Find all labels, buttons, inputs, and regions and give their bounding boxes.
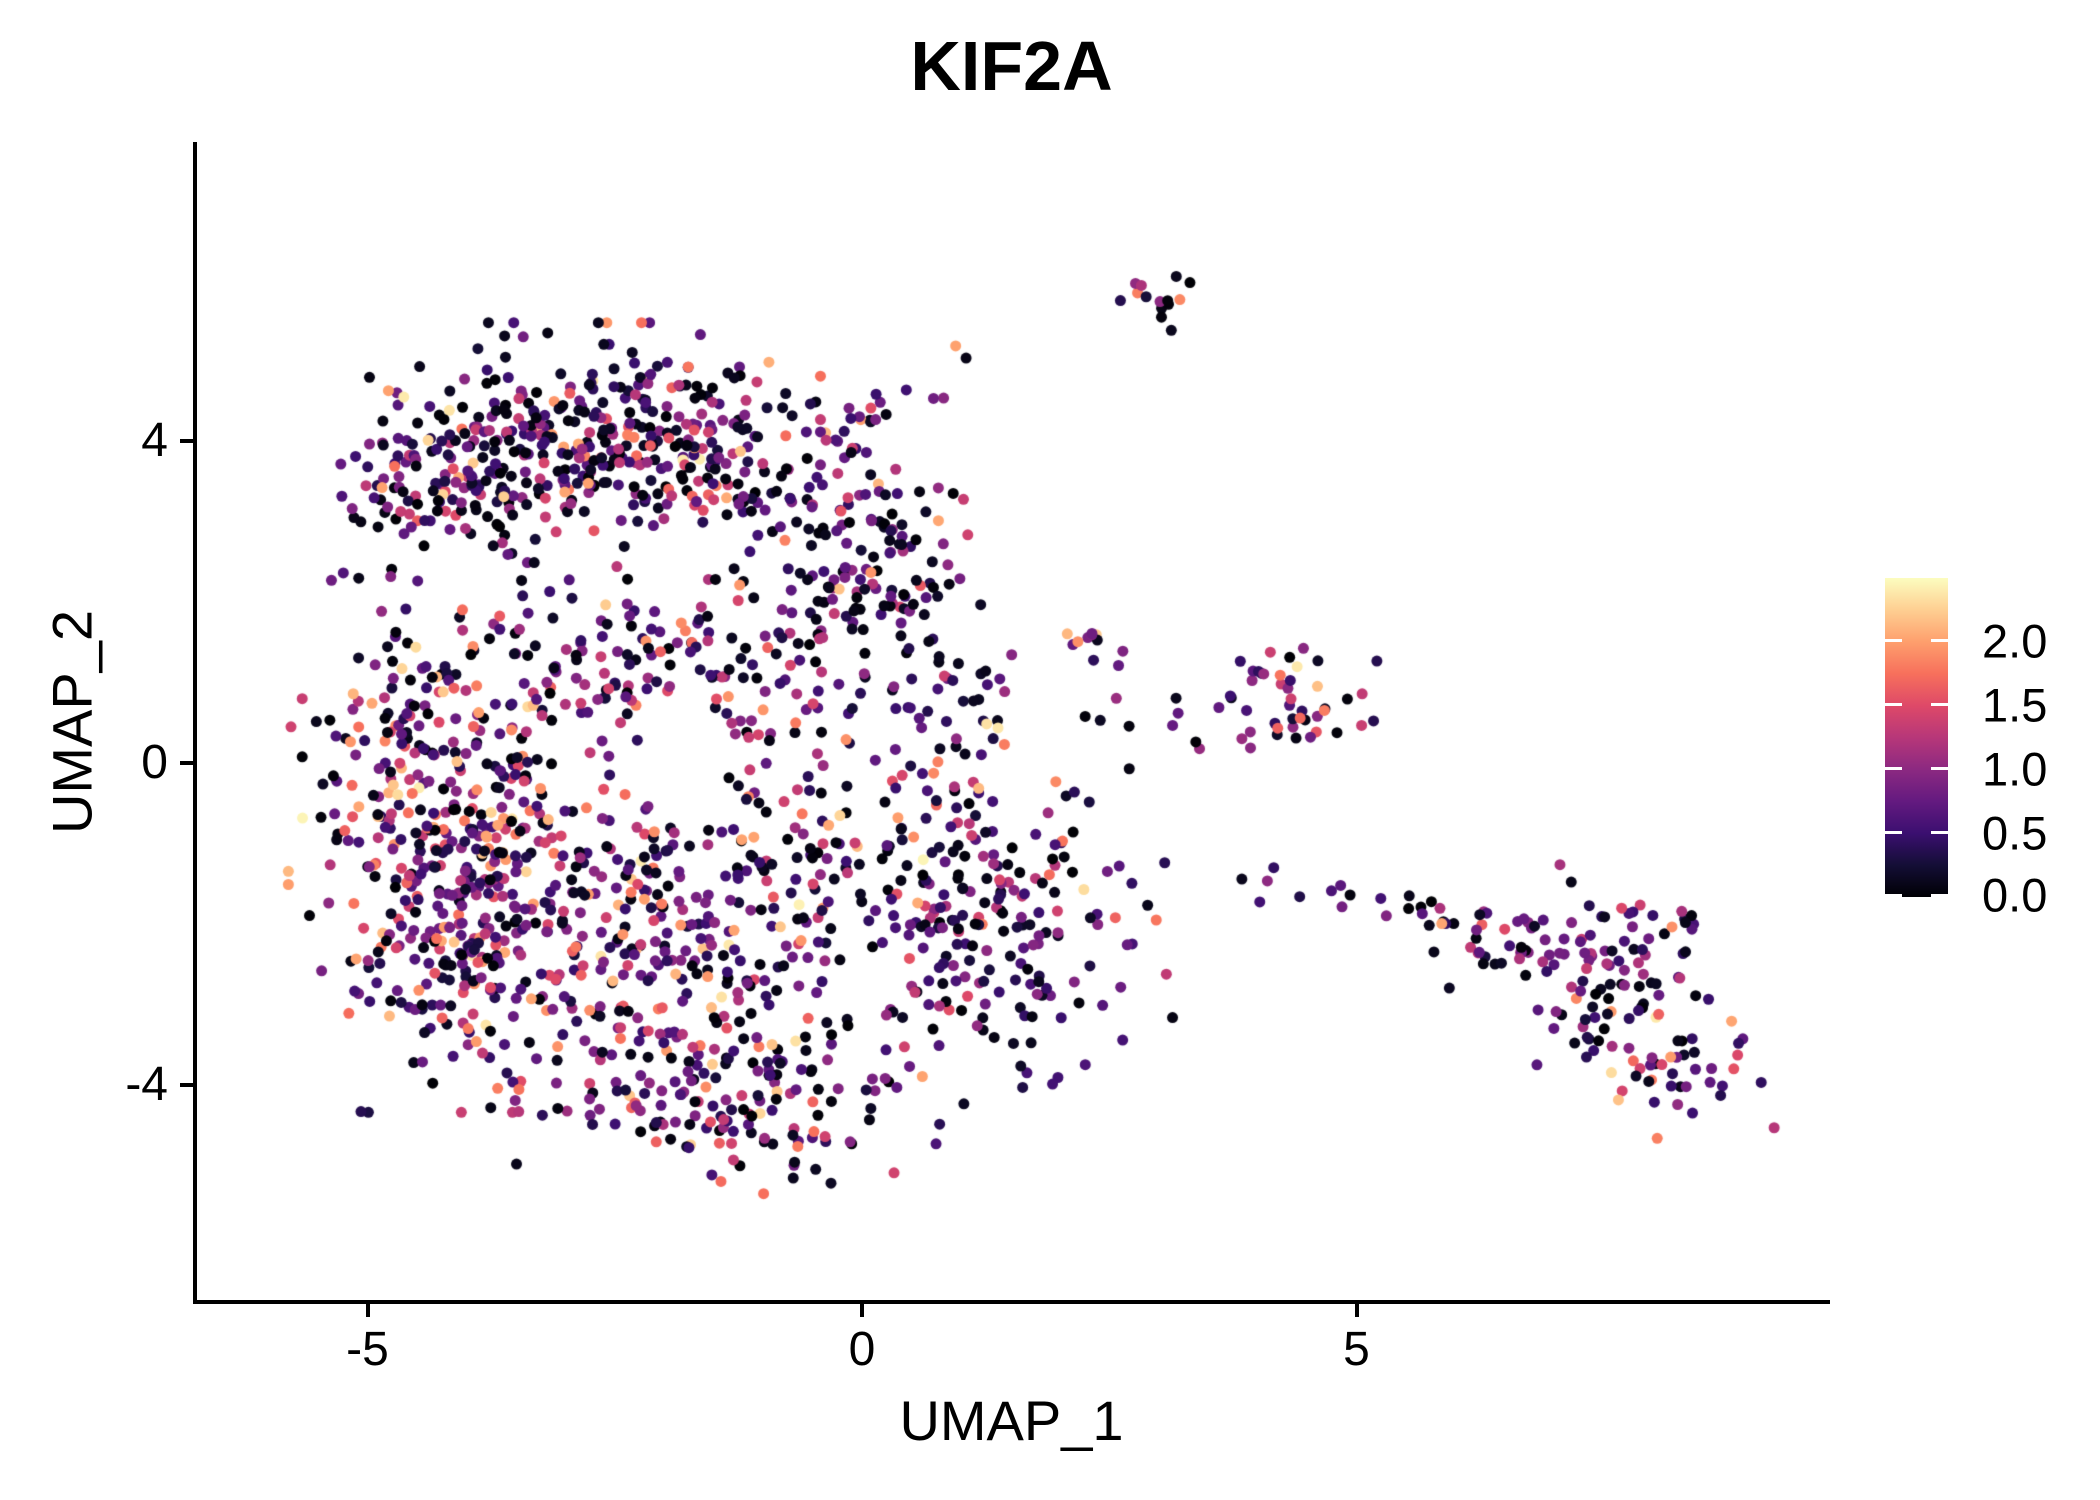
colorbar-tick-label: 2.0 — [1982, 614, 2048, 668]
colorbar-gradient — [1885, 578, 1948, 897]
colorbar-tick-mark — [1931, 893, 1948, 897]
y-axis-line — [193, 142, 197, 1304]
x-tick-label: -5 — [346, 1323, 389, 1376]
y-tick-label: -4 — [125, 1058, 168, 1111]
colorbar-tick-mark — [1885, 767, 1902, 771]
y-tick-label: 4 — [141, 414, 168, 467]
x-tick-label: 5 — [1343, 1323, 1370, 1376]
colorbar-tick-label: 1.5 — [1982, 678, 2048, 732]
y-tick-mark — [180, 761, 193, 765]
colorbar-tick-mark — [1931, 831, 1948, 835]
x-axis-line — [193, 1300, 1830, 1304]
colorbar-tick-mark — [1931, 703, 1948, 707]
x-tick-mark — [860, 1304, 864, 1317]
x-tick-label: 0 — [848, 1323, 876, 1376]
colorbar-tick-mark — [1885, 831, 1902, 835]
colorbar-tick-mark — [1931, 639, 1948, 643]
colorbar-tick-label: 1.0 — [1982, 742, 2048, 796]
y-tick-label: 0 — [141, 736, 168, 789]
colorbar-tick-mark — [1885, 639, 1902, 643]
y-tick-mark — [180, 1083, 193, 1087]
colorbar-legend: 2.0 1.5 1.0 0.5 0.0 — [1885, 578, 2047, 922]
x-tick-mark — [365, 1304, 370, 1317]
y-tick-mark — [180, 439, 193, 443]
y-axis-title: UMAP_2 — [40, 609, 104, 835]
x-tick-mark — [1354, 1304, 1359, 1317]
colorbar-tick-label: 0.0 — [1982, 868, 2048, 922]
colorbar-tick-mark — [1885, 703, 1902, 707]
colorbar-tick-mark — [1931, 767, 1948, 771]
colorbar-tick-label: 0.5 — [1982, 806, 2048, 860]
x-axis-title: UMAP_1 — [899, 1389, 1124, 1452]
colorbar-tick-mark — [1885, 893, 1902, 897]
